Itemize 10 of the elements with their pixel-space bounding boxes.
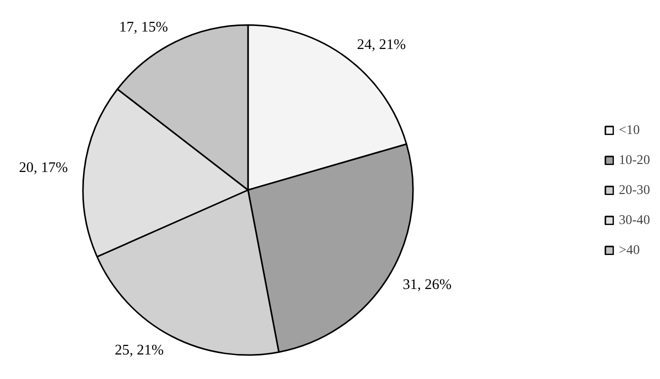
data-label: 20, 17% — [18, 160, 68, 176]
legend-label: 10-20 — [618, 152, 650, 168]
data-label: 25, 21% — [114, 342, 164, 358]
data-label: 24, 21% — [357, 37, 406, 54]
data-label: 17, 15% — [119, 19, 168, 36]
data-label: 31, 26% — [402, 276, 452, 293]
legend-label: <10 — [618, 122, 640, 138]
legend-label: 30-40 — [618, 212, 650, 228]
legend-label: >40 — [618, 242, 640, 258]
legend-label: 20-30 — [618, 182, 650, 198]
